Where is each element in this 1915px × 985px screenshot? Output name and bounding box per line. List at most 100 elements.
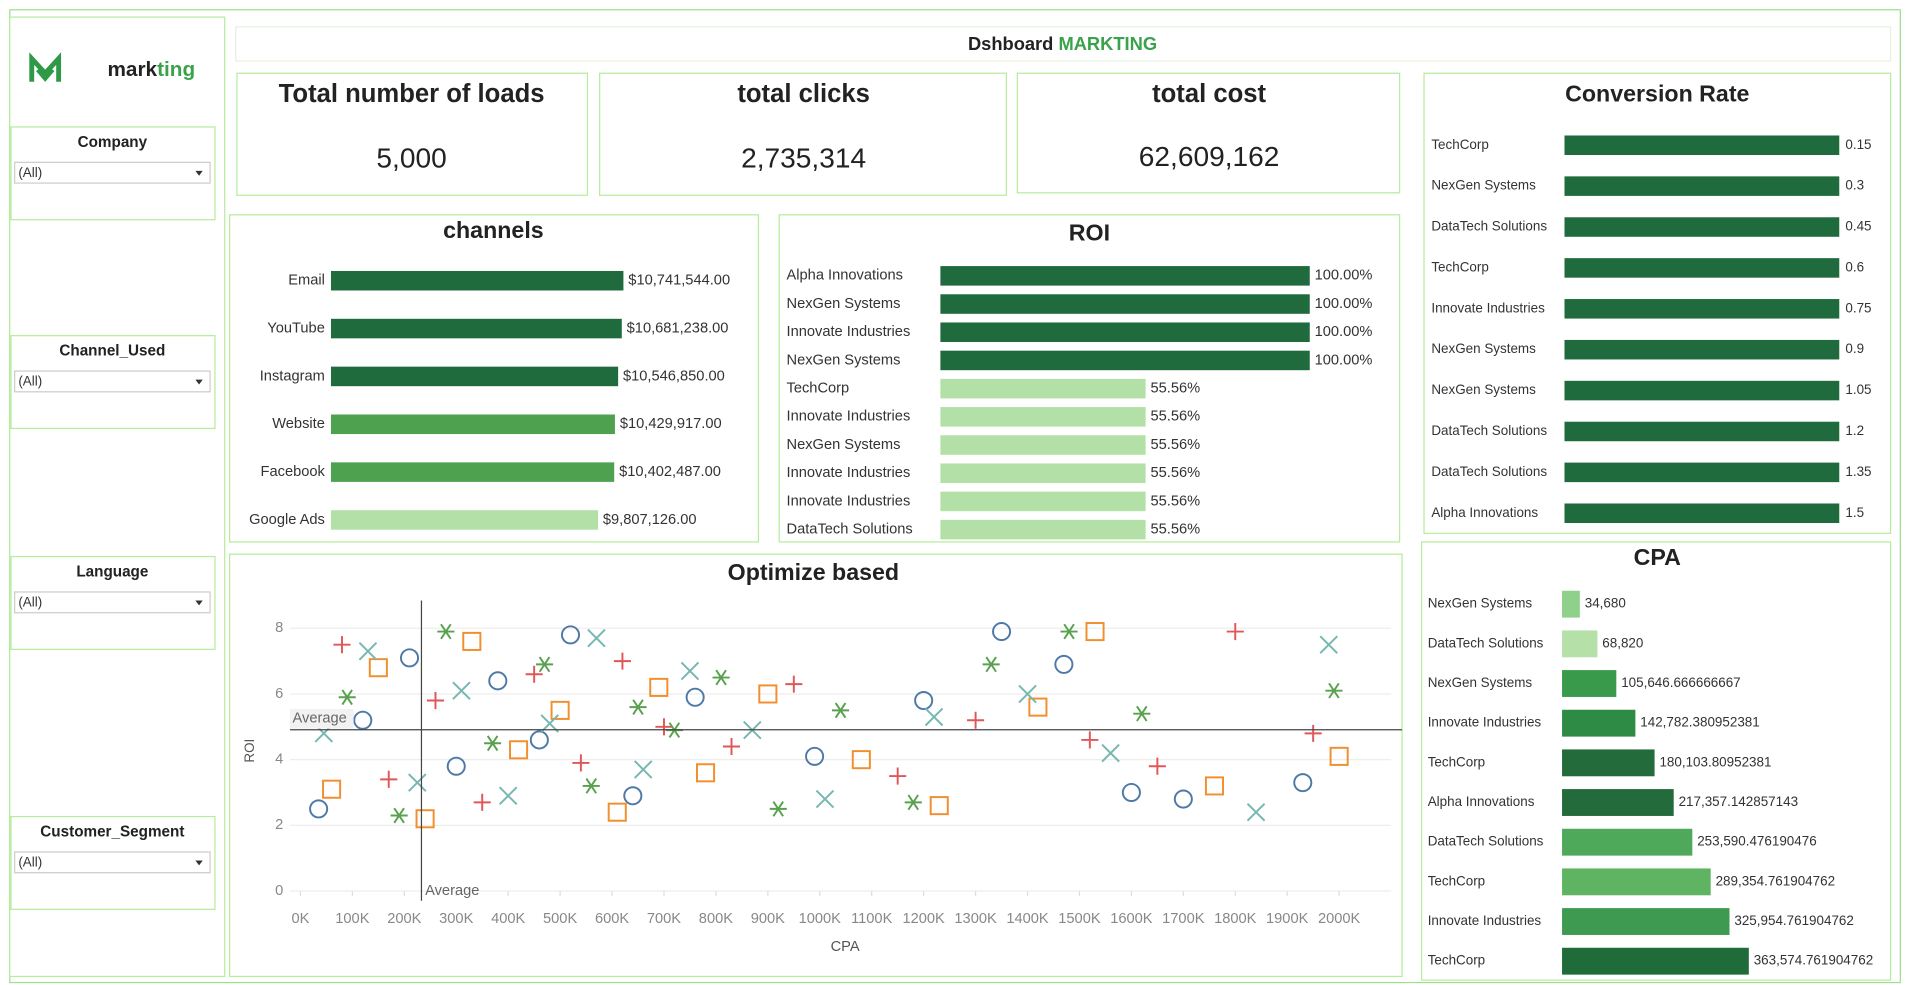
- bar-value-label: 253,590.476190476: [1697, 834, 1816, 849]
- scatter-point: [1133, 705, 1151, 722]
- x-tick-label: 700K: [647, 911, 681, 927]
- bar-category-label: DataTech Solutions: [787, 521, 913, 537]
- bar: [1562, 868, 1711, 896]
- bar: [1562, 590, 1580, 618]
- scatter-point: [967, 711, 985, 729]
- bar-value-label: 289,354.761904762: [1716, 873, 1835, 888]
- bar-category-label: Innovate Industries: [787, 409, 911, 425]
- bar-category-label: TechCorp: [1428, 873, 1485, 888]
- filter-label: Company: [78, 134, 148, 151]
- dropdown-value[interactable]: (All): [18, 854, 42, 869]
- bar: [940, 435, 1146, 455]
- dropdown-caret[interactable]: [195, 860, 203, 866]
- dropdown-box[interactable]: [14, 161, 211, 184]
- scatter-point: [623, 786, 643, 806]
- filter-label: Customer_Segment: [40, 823, 184, 840]
- logo-text: markting: [107, 58, 195, 81]
- x-tick-label: 500K: [543, 911, 577, 927]
- header-title-highlight: MARKTING: [1058, 33, 1157, 54]
- header-title-prefix: Dshboard: [968, 33, 1053, 54]
- dropdown-caret[interactable]: [195, 379, 203, 385]
- y-tick-label: 4: [275, 752, 283, 768]
- x-tick-label: 900K: [751, 911, 785, 927]
- logo-text-b: ting: [157, 58, 195, 81]
- dropdown-value[interactable]: (All): [18, 374, 42, 389]
- scatter-point: [1246, 802, 1266, 822]
- row-label: TechCorp: [1431, 137, 1488, 152]
- x-tick-label: 1800K: [1214, 911, 1257, 927]
- scatter-point: [1204, 776, 1225, 796]
- scatter-point: [832, 702, 850, 719]
- scatter-point: [408, 773, 427, 792]
- dropdown-caret[interactable]: [195, 170, 203, 176]
- bar: [940, 266, 1310, 286]
- dropdown-box[interactable]: [14, 851, 211, 874]
- scatter-point: [805, 746, 825, 766]
- scatter-point: [1028, 697, 1048, 717]
- filter-dropdown[interactable]: (All): [14, 851, 211, 874]
- scatter-point: [550, 700, 570, 720]
- bar-category-label: TechCorp: [1428, 953, 1485, 968]
- bar-value-label: $10,546,850.00: [623, 368, 725, 384]
- scatter-point: [607, 802, 627, 822]
- bar: [940, 378, 1146, 399]
- filter-dropdown[interactable]: (All): [14, 591, 211, 614]
- logo: markting: [29, 52, 195, 82]
- filter-dropdown[interactable]: (All): [14, 161, 211, 184]
- x-tick-label: 1100K: [851, 911, 892, 927]
- scatter-point: [498, 786, 518, 806]
- scatter-point: [1319, 635, 1338, 654]
- bar-category-label: Innovate Industries: [787, 465, 911, 481]
- logo-text-a: mark: [107, 58, 157, 81]
- scatter-point: [338, 689, 356, 706]
- bar-category-label: Alpha Innovations: [1428, 794, 1535, 809]
- x-tick-label: 200K: [387, 911, 421, 927]
- x-tick-label: 1000K: [799, 911, 842, 927]
- chart-title: channels: [443, 217, 544, 243]
- scatter-point: [613, 652, 631, 670]
- scatter-point: [582, 778, 600, 794]
- bar-value-label: $9,807,126.00: [603, 512, 697, 528]
- bar-category-label: Innovate Industries: [787, 324, 911, 340]
- bar-value-label: 55.56%: [1150, 465, 1200, 481]
- row-value: 1.05: [1845, 382, 1871, 397]
- bar-value-label: $10,741,544.00: [628, 273, 730, 289]
- kpi-title: total clicks: [737, 80, 870, 108]
- row-label: DataTech Solutions: [1431, 464, 1547, 479]
- scatter-point: [484, 735, 502, 752]
- bar: [940, 322, 1310, 343]
- scatter-point: [380, 770, 398, 788]
- x-tick-label: 300K: [439, 911, 473, 927]
- dropdown-box[interactable]: [14, 591, 211, 614]
- x-tick-label: 1500K: [1058, 911, 1101, 927]
- bar: [330, 510, 598, 530]
- row-band: [1564, 217, 1840, 237]
- bar-category-label: Alpha Innovations: [787, 268, 903, 284]
- scatter-point: [1173, 789, 1193, 809]
- x-tick-label: 100K: [335, 911, 369, 927]
- row-band: [1564, 135, 1840, 156]
- scatter-point: [399, 648, 420, 668]
- scatter-point: [1018, 684, 1037, 704]
- bar-category-label: Innovate Industries: [787, 493, 911, 509]
- chart-title: Optimize based: [728, 559, 899, 585]
- scatter-point: [1325, 682, 1343, 699]
- bar-value-label: $10,429,917.00: [620, 416, 722, 432]
- scatter-point: [1304, 724, 1322, 742]
- filter-dropdown[interactable]: (All): [14, 370, 211, 393]
- row-label: NexGen Systems: [1431, 341, 1536, 356]
- scatter-point: [535, 656, 554, 673]
- dropdown-value[interactable]: (All): [18, 165, 42, 180]
- scatter-point: [785, 675, 803, 693]
- bar-value-label: 363,574.761904762: [1754, 953, 1873, 968]
- bar: [940, 294, 1310, 314]
- logo-icon: [29, 52, 62, 82]
- row-value: 1.5: [1845, 505, 1864, 520]
- dropdown-caret[interactable]: [195, 600, 203, 606]
- dropdown-value[interactable]: (All): [18, 595, 42, 610]
- bar: [1562, 709, 1636, 737]
- dropdown-box[interactable]: [14, 370, 211, 393]
- row-band: [1564, 176, 1840, 196]
- bar-value-label: 142,782.380952381: [1640, 715, 1759, 730]
- bar-value-label: 34,680: [1585, 596, 1626, 611]
